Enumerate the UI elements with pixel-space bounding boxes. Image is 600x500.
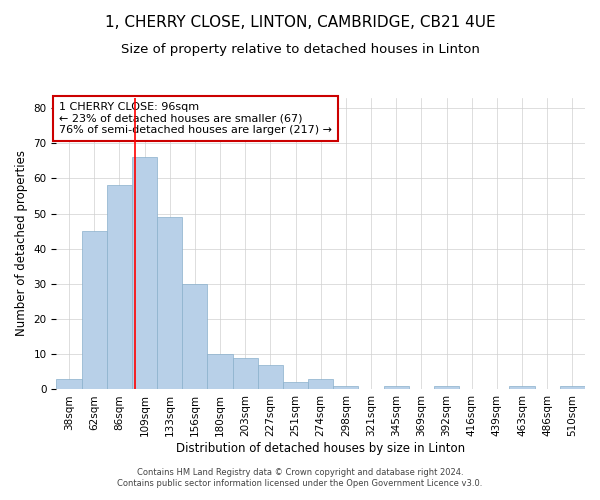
Text: Size of property relative to detached houses in Linton: Size of property relative to detached ho… — [121, 42, 479, 56]
Text: Contains HM Land Registry data © Crown copyright and database right 2024.
Contai: Contains HM Land Registry data © Crown c… — [118, 468, 482, 487]
Bar — [333, 386, 358, 390]
Bar — [434, 386, 459, 390]
Bar — [82, 231, 107, 390]
Bar — [258, 365, 283, 390]
Bar — [283, 382, 308, 390]
X-axis label: Distribution of detached houses by size in Linton: Distribution of detached houses by size … — [176, 442, 465, 455]
Y-axis label: Number of detached properties: Number of detached properties — [15, 150, 28, 336]
Text: 1 CHERRY CLOSE: 96sqm
← 23% of detached houses are smaller (67)
76% of semi-deta: 1 CHERRY CLOSE: 96sqm ← 23% of detached … — [59, 102, 332, 135]
Bar — [308, 379, 333, 390]
Bar — [132, 158, 157, 390]
Bar — [560, 386, 585, 390]
Text: 1, CHERRY CLOSE, LINTON, CAMBRIDGE, CB21 4UE: 1, CHERRY CLOSE, LINTON, CAMBRIDGE, CB21… — [104, 15, 496, 30]
Bar — [509, 386, 535, 390]
Bar — [56, 379, 82, 390]
Bar — [157, 217, 182, 390]
Bar — [107, 186, 132, 390]
Bar — [233, 358, 258, 390]
Bar — [383, 386, 409, 390]
Bar — [182, 284, 208, 390]
Bar — [208, 354, 233, 390]
